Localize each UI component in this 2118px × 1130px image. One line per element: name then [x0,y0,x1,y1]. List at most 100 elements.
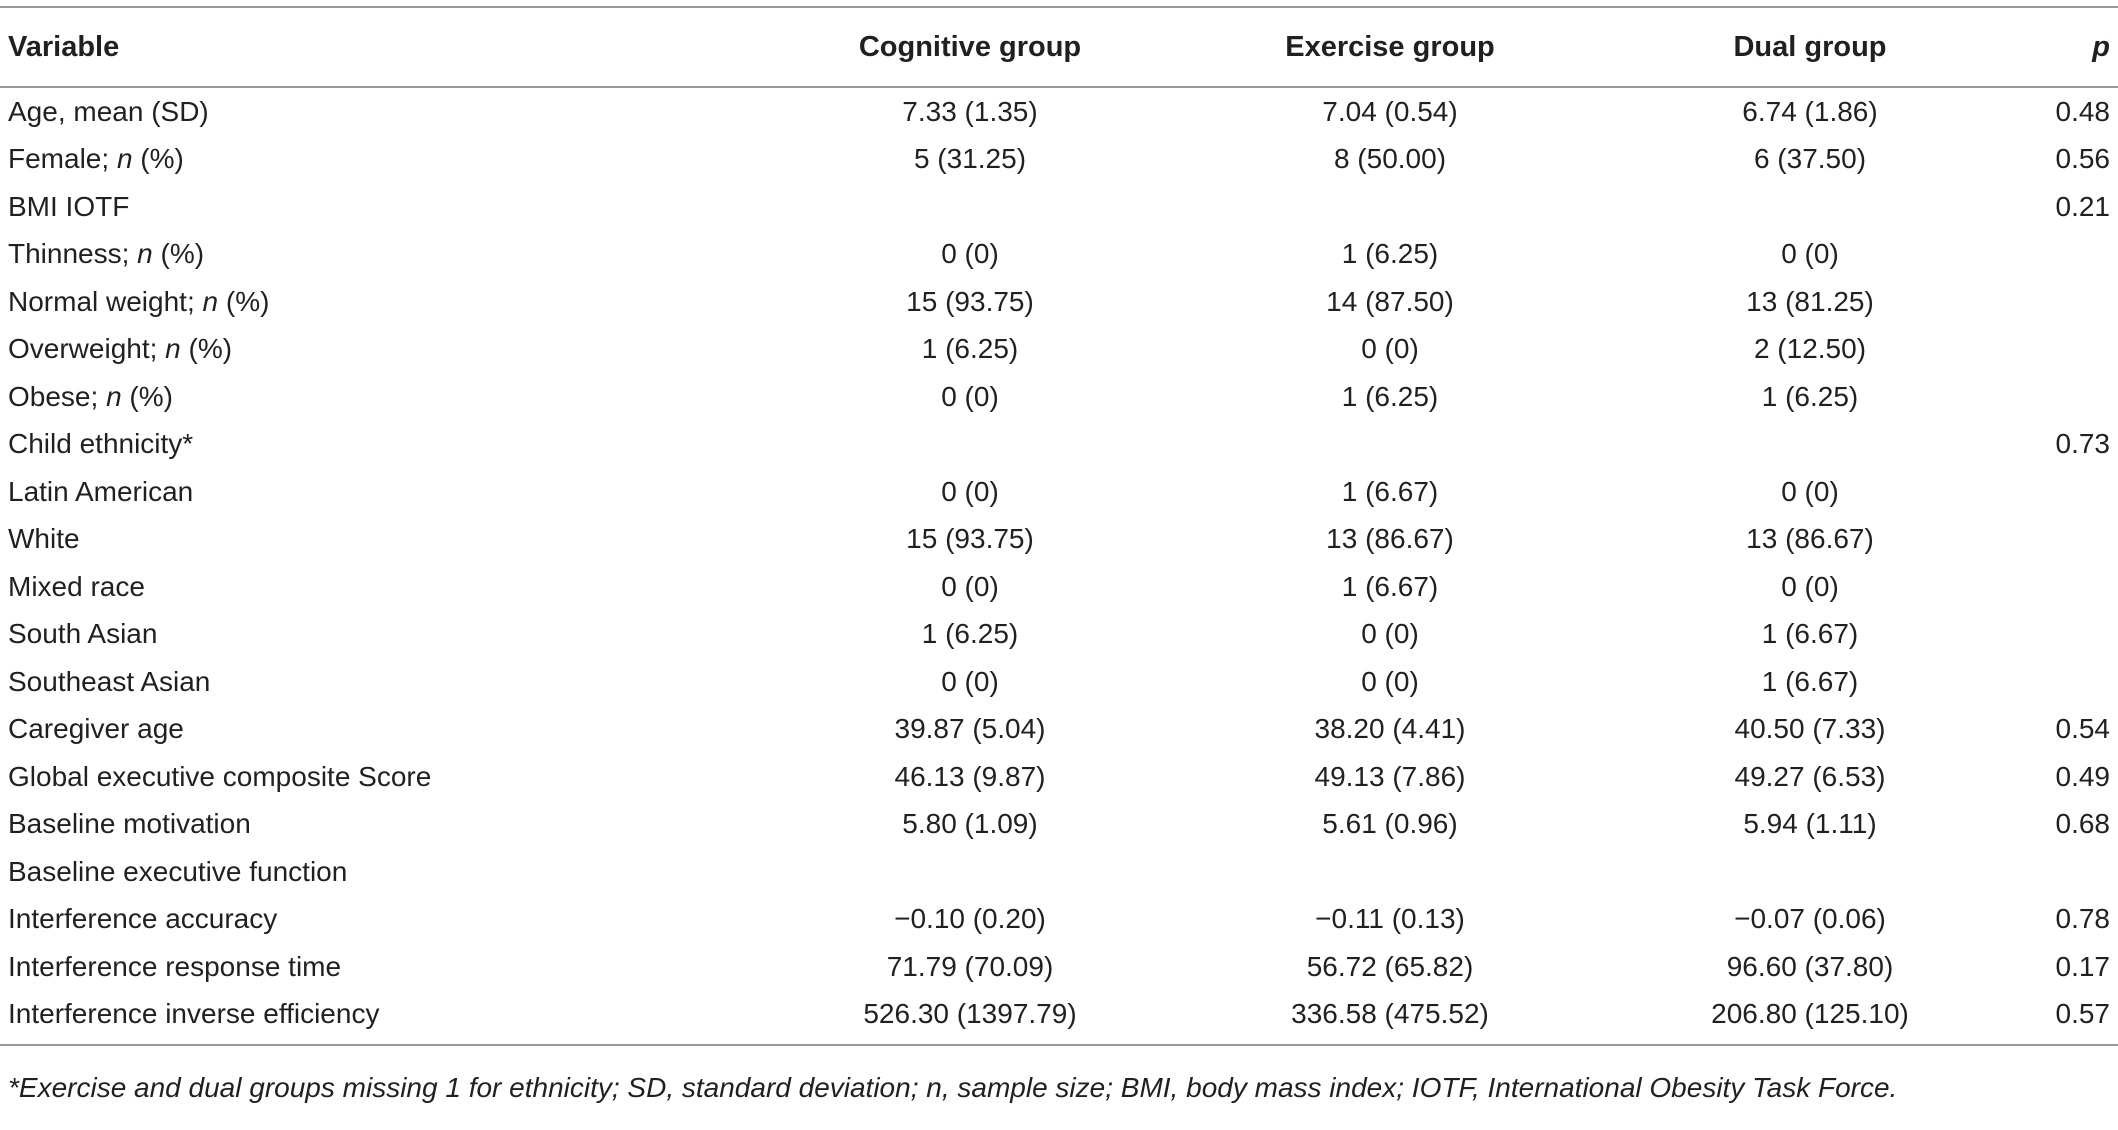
value-cell: 1 (6.25) [921,333,1019,365]
top-rule [0,6,2118,8]
table-row: Interference inverse efficiency 526.30 (1… [0,991,2118,1039]
value-cell: 1 (6.25) [1761,380,1859,412]
value-cell: 14 (87.50) [1326,285,1454,317]
table-footnote: *Exercise and dual groups missing 1 for … [8,1072,1898,1103]
table-row: Interference response time 71.79 (70.09) 5… [0,943,2118,991]
p-value-cell: 0.57 [2055,998,2111,1030]
value-cell: 49.13 (7.86) [1314,760,1466,792]
value-cell: 39.87 (5.04) [894,713,1046,745]
table-row: Latin American 0 (0) 1 (6.67) 0 (0) [0,468,2118,516]
p-value-cell: 0.17 [2055,950,2111,982]
p-value-cell: 0.54 [2055,713,2111,745]
row-label: Global executive composite Score [8,760,432,792]
value-cell: 13 (86.67) [1326,523,1454,555]
value-cell: 1 (6.67) [1761,665,1859,697]
table-row: Obese; n (%) 0 (0) 1 (6.25) 1 (6.25) [0,373,2118,421]
value-cell: 0 (0) [941,570,999,602]
value-cell: 0 (0) [1781,238,1839,270]
row-label: Interference inverse efficiency [8,998,380,1030]
table-header: Variable Cognitive group Exercise group … [0,8,2118,86]
value-cell: 0 (0) [1781,475,1839,507]
value-cell: 0 (0) [941,665,999,697]
value-cell: 15 (93.75) [906,523,1034,555]
p-value-cell: 0.68 [2055,808,2111,840]
value-cell: −0.07 (0.06) [1734,903,1886,935]
table-row: Mixed race 0 (0) 1 (6.67) 0 (0) [0,563,2118,611]
row-label: Interference response time [8,950,342,982]
value-cell: 206.80 (125.10) [1711,998,1909,1030]
value-cell: 0 (0) [1361,665,1419,697]
value-cell: 13 (86.67) [1746,523,1874,555]
p-value-cell: 0.48 [2055,95,2111,127]
value-cell: 0 (0) [1781,570,1839,602]
value-cell: 6 (37.50) [1753,143,1867,175]
table-row: Normal weight; n (%) 15 (93.75) 14 (87.50)… [0,278,2118,326]
value-cell: 7.33 (1.35) [902,95,1038,127]
table-row: Thinness; n (%) 0 (0) 1 (6.25) 0 (0) [0,231,2118,279]
row-label: Thinness; n (%) [8,238,205,270]
value-cell: 40.50 (7.33) [1734,713,1886,745]
value-cell: 1 (6.67) [1761,618,1859,650]
table-row: Baseline motivation 5.80 (1.09) 5.61 (0.96… [0,801,2118,849]
value-cell: 2 (12.50) [1753,333,1867,365]
table-row: BMI IOTF 0.21 [0,183,2118,231]
value-cell: 8 (50.00) [1333,143,1447,175]
header-rule [0,86,2118,88]
value-cell: 96.60 (37.80) [1726,950,1894,982]
row-label: Baseline executive function [8,855,348,887]
table-row: Female; n (%) 5 (31.25) 8 (50.00) 6 (37.50)… [0,136,2118,184]
row-label: Child ethnicity* [8,428,194,460]
value-cell: 0 (0) [1361,618,1419,650]
value-cell: 1 (6.25) [1341,238,1439,270]
table-row: Interference accuracy −0.10 (0.20) −0.11 (… [0,896,2118,944]
value-cell: 0 (0) [1361,333,1419,365]
table-row: Overweight; n (%) 1 (6.25) 0 (0) 2 (12.50) [0,326,2118,374]
value-cell: 1 (6.67) [1341,475,1439,507]
header-cognitive: Cognitive group [858,30,1082,63]
value-cell: 1 (6.25) [921,618,1019,650]
value-cell: 526.30 (1397.79) [863,998,1077,1030]
row-label: South Asian [8,618,158,650]
value-cell: 1 (6.67) [1341,570,1439,602]
value-cell: 38.20 (4.41) [1314,713,1466,745]
row-label: White [8,523,80,555]
table-row: Southeast Asian 0 (0) 0 (0) 1 (6.67) [0,658,2118,706]
row-label: Southeast Asian [8,665,211,697]
value-cell: 5.94 (1.11) [1743,808,1877,840]
row-label: BMI IOTF [8,190,130,222]
header-exercise: Exercise group [1285,30,1495,63]
value-cell: 49.27 (6.53) [1734,760,1886,792]
p-value-cell: 0.78 [2055,903,2111,935]
value-cell: −0.10 (0.20) [894,903,1046,935]
table-row: Child ethnicity* 0.73 [0,421,2118,469]
value-cell: 336.58 (475.52) [1291,998,1489,1030]
value-cell: 56.72 (65.82) [1306,950,1474,982]
p-value-cell: 0.73 [2055,428,2111,460]
table-body: Age, mean (SD) 7.33 (1.35) 7.04 (0.54) 6.74… [0,88,2118,1038]
row-label: Interference accuracy [8,903,278,935]
header-dual: Dual group [1733,30,1887,63]
row-label: Baseline motivation [8,808,251,840]
bottom-rule [0,1044,2118,1046]
value-cell: 71.79 (70.09) [886,950,1054,982]
row-label: Caregiver age [8,713,184,745]
value-cell: 5 (31.25) [913,143,1027,175]
value-cell: 13 (81.25) [1746,285,1874,317]
value-cell: 0 (0) [941,238,999,270]
data-table: Variable Cognitive group Exercise group … [0,6,2118,1130]
row-label: Overweight; n (%) [8,333,233,365]
table-row: Baseline executive function [0,848,2118,896]
row-label: Obese; n (%) [8,380,173,412]
row-label: Age, mean (SD) [8,95,209,127]
value-cell: 15 (93.75) [906,285,1034,317]
table-row: White 15 (93.75) 13 (86.67) 13 (86.67) [0,516,2118,564]
value-cell: 0 (0) [941,475,999,507]
value-cell: 46.13 (9.87) [894,760,1046,792]
row-label: Normal weight; n (%) [8,285,270,317]
row-label: Latin American [8,475,194,507]
value-cell: 0 (0) [941,380,999,412]
value-cell: 1 (6.25) [1341,380,1439,412]
value-cell: −0.11 (0.13) [1315,903,1465,935]
value-cell: 5.80 (1.09) [902,808,1038,840]
header-variable: Variable [8,30,120,63]
